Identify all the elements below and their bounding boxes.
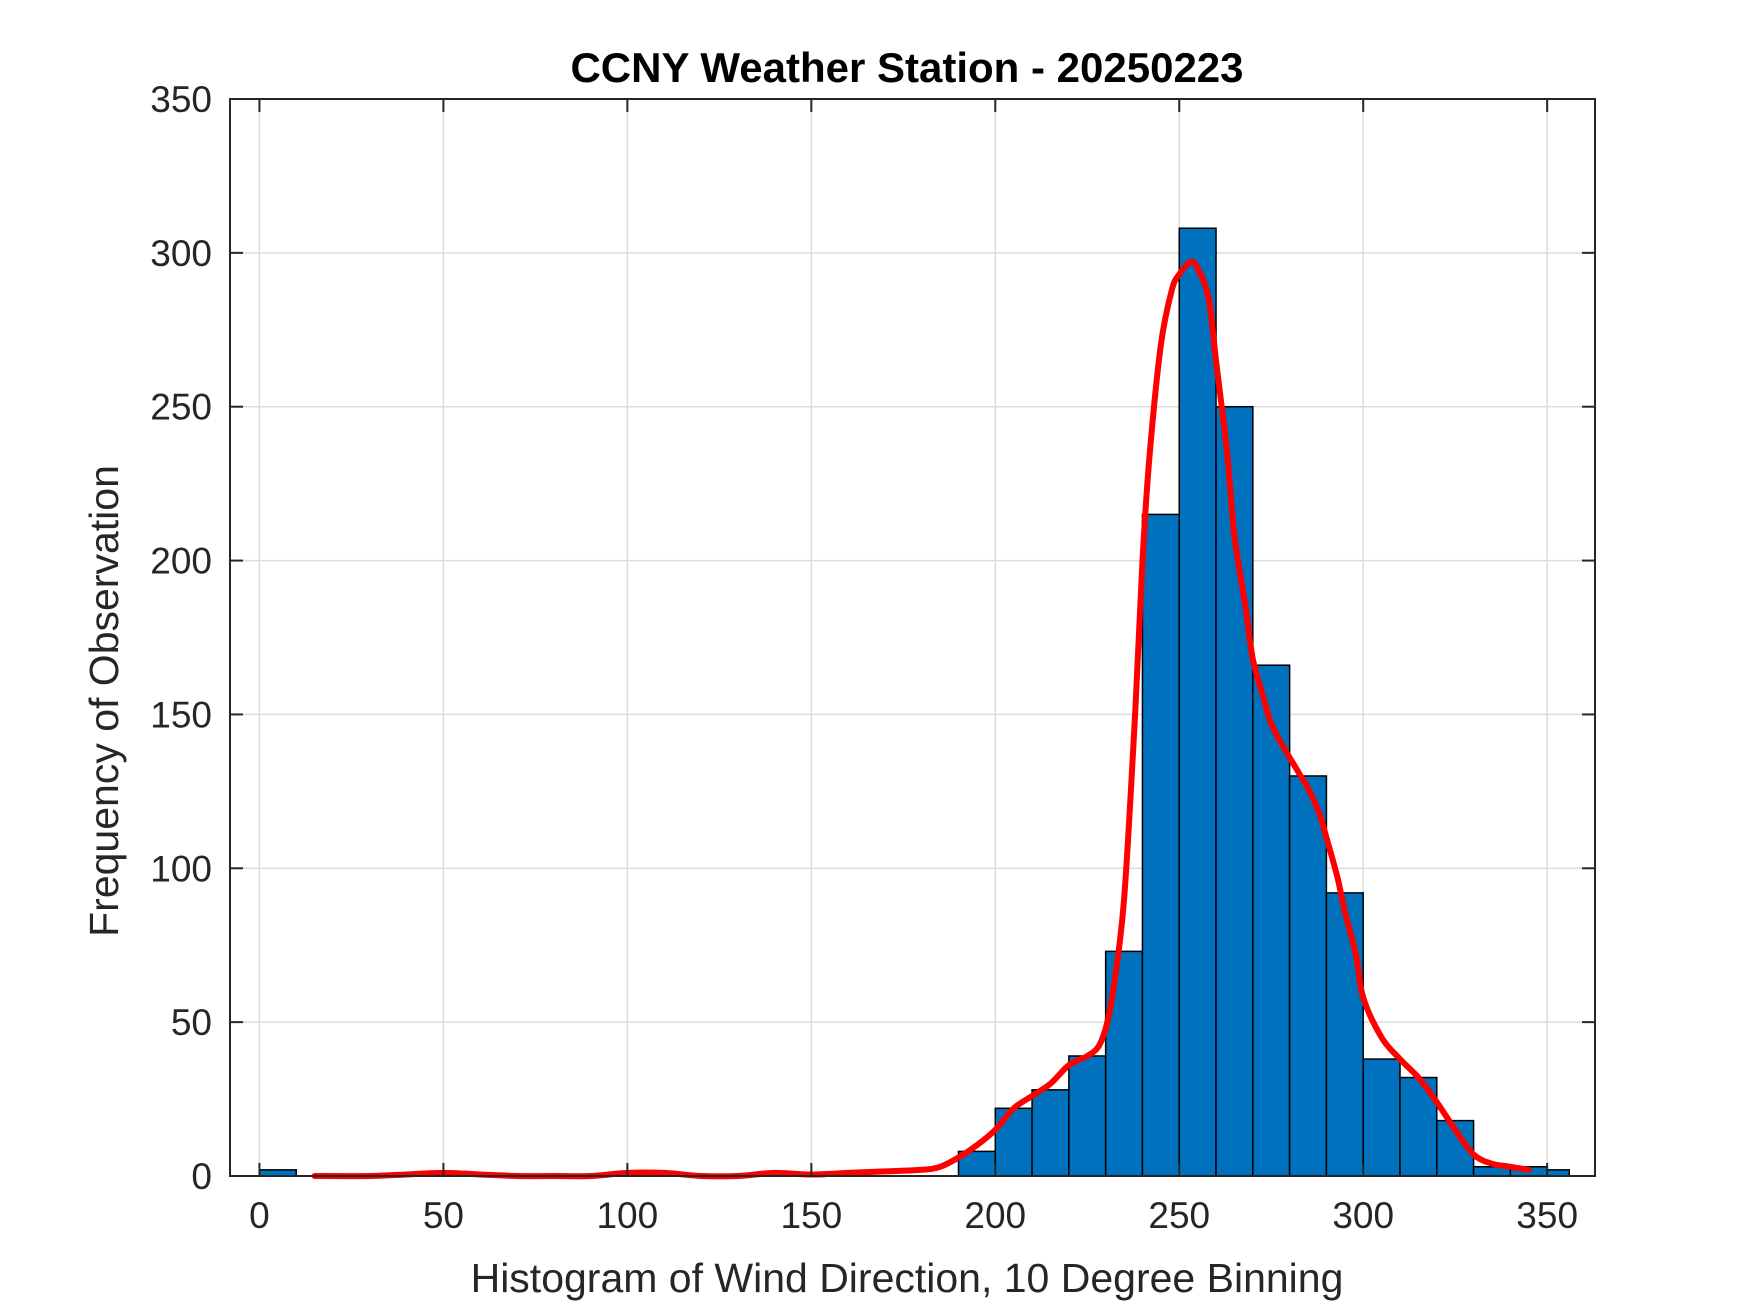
- x-tick-label: 200: [964, 1195, 1026, 1236]
- x-tick-label: 350: [1516, 1195, 1578, 1236]
- y-tick-label: 350: [150, 79, 212, 120]
- histogram-bar: [1362, 1058, 1401, 1177]
- histogram-bar: [1325, 892, 1364, 1177]
- histogram-bar: [1068, 1055, 1107, 1177]
- histogram-bar: [994, 1107, 1033, 1177]
- histogram-bar: [1031, 1089, 1070, 1177]
- y-tick-labels: 0 50 100 150 200 250 300 350: [150, 79, 212, 1197]
- histogram-bar: [1252, 664, 1291, 1177]
- x-tick-label: 100: [596, 1195, 658, 1236]
- y-tick-label: 150: [150, 694, 212, 735]
- x-tick-label: 250: [1148, 1195, 1210, 1236]
- y-axis-label: Frequency of Observation: [81, 465, 127, 937]
- histogram-bars: [258, 227, 1570, 1177]
- x-tick-label: 0: [249, 1195, 270, 1236]
- x-tick-labels: 0 50 100 150 200 250 300 350: [249, 1195, 1578, 1236]
- x-tick-label: 50: [423, 1195, 464, 1236]
- axes-frame: [229, 98, 1596, 1177]
- y-tick-label: 250: [150, 387, 212, 428]
- plot-area: [230, 99, 1595, 1176]
- chart-title: CCNY Weather Station - 20250223: [570, 44, 1243, 91]
- x-axis-label: Histogram of Wind Direction, 10 Degree B…: [471, 1255, 1344, 1301]
- tick-marks: [230, 98, 1595, 1177]
- histogram-bar: [1288, 775, 1328, 1177]
- y-tick-label: 200: [150, 541, 212, 582]
- y-tick-label: 300: [150, 233, 212, 274]
- x-tick-label: 300: [1332, 1195, 1394, 1236]
- y-tick-label: 50: [171, 1002, 212, 1043]
- x-tick-label: 150: [780, 1195, 842, 1236]
- y-tick-label: 100: [150, 848, 212, 889]
- y-tick-label: 0: [191, 1156, 212, 1197]
- histogram-bar: [1141, 513, 1180, 1177]
- histogram-bar: [1178, 227, 1217, 1177]
